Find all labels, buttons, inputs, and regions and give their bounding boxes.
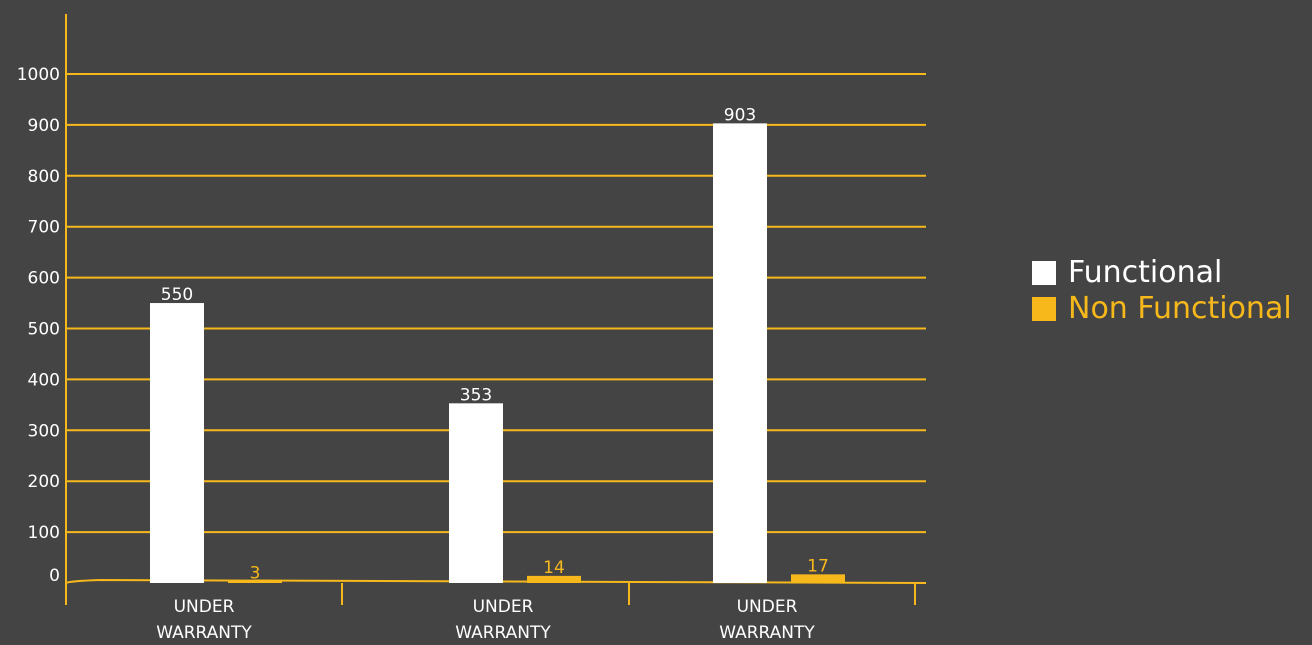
data-label-non-functional-1: 3 [250,563,261,583]
bar-functional-2 [449,403,503,583]
bar-non-functional-1 [228,581,282,583]
y-tick-label-700: 700 [28,218,60,238]
legend-label-functional: Functional [1068,255,1223,290]
data-label-functional-3: 903 [724,105,756,125]
legend-swatch-non-functional [1032,297,1056,321]
y-tick-label-600: 600 [28,269,60,289]
x-category-label-1: UNDER WARRANTY [156,597,252,643]
data-label-non-functional-2: 14 [543,558,565,578]
gridlines [66,73,926,534]
y-tick-label-1000: 1000 [17,65,60,85]
data-label-functional-2: 353 [460,385,492,405]
y-tick-label-100: 100 [28,523,60,543]
bar-non-functional-2 [527,575,581,583]
bars [150,123,845,584]
y-tick-label-500: 500 [28,320,60,340]
data-label-functional-1: 550 [161,285,193,305]
bar-functional-3 [713,123,767,584]
y-tick-label-300: 300 [28,421,60,441]
x-category-label-2: UNDER WARRANTY [455,597,551,643]
y-axis-tick-labels: 0 100 200 300 400 500 600 700 800 900 1000 [17,65,60,586]
legend: Functional Non Functional [1032,255,1292,327]
x-axis-line [65,578,927,584]
bar-functional-1 [150,303,204,583]
legend-swatch-functional [1032,261,1056,285]
y-tick-label-200: 200 [28,472,60,492]
legend-label-non-functional: Non Functional [1068,291,1292,326]
axes [65,14,927,605]
x-category-label-3: UNDER WARRANTY [719,597,815,643]
legend-item-functional: Functional [1032,255,1292,291]
data-label-non-functional-3: 17 [807,556,829,576]
y-tick-label-800: 800 [28,167,60,187]
data-labels: 550 3 353 14 903 17 [161,105,829,583]
bar-non-functional-3 [791,574,845,583]
x-axis-category-labels: UNDER WARRANTY UNDER WARRANTY UNDER WARRANTY [156,597,815,643]
y-tick-label-400: 400 [28,370,60,390]
legend-item-non-functional: Non Functional [1032,291,1292,327]
y-tick-label-0: 0 [49,566,60,586]
y-tick-label-900: 900 [28,116,60,136]
